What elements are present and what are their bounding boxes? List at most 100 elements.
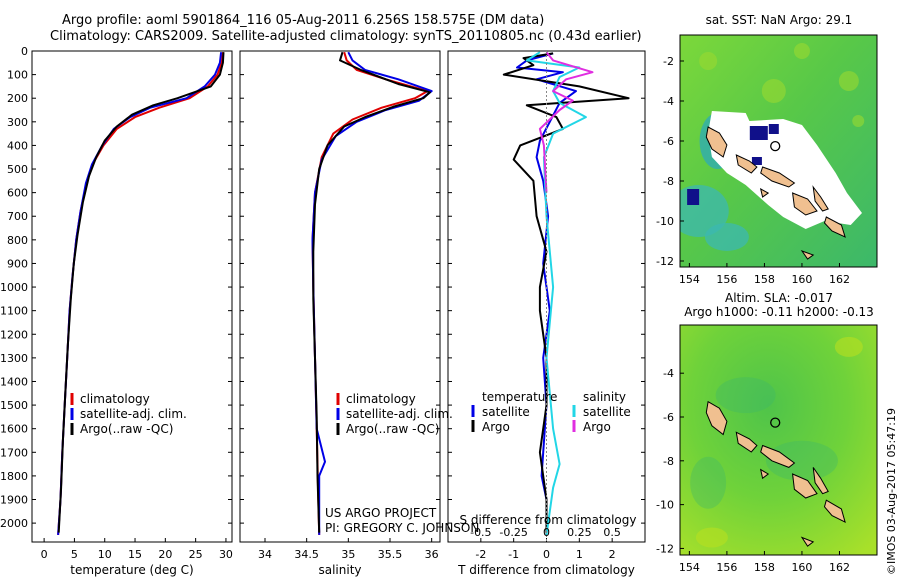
x-tick-label: 34.5 (294, 548, 319, 561)
sla-high-0 (834, 336, 863, 357)
x-tick-label: 25 (189, 548, 203, 561)
x-tick-label: 35.5 (378, 548, 403, 561)
y-tick-label: 800 (7, 234, 28, 247)
x-axis-label: T difference from climatology (457, 563, 635, 577)
copyright-note: ©IMOS 03-Aug-2017 05:47:19 (885, 408, 898, 575)
profile-panel-temperature: 0100200300400500600700800900100011001200… (0, 45, 233, 577)
x-tick-label: 0 (543, 548, 550, 561)
sst-map: sat. SST: NaN Argo: 29.1 154 156 158 160 162 -… (656, 13, 878, 286)
x-tick-label: 30 (219, 548, 233, 561)
y-tick-label: 1100 (0, 305, 28, 318)
x-axis-label: salinity (318, 563, 361, 577)
series-line-2 (525, 51, 587, 536)
x-tick-label: 34 (258, 548, 272, 561)
legend-label: satellite (583, 405, 631, 419)
map-x-tick-label: 158 (754, 561, 775, 574)
annotation-pi: PI: GREGORY C. JOHNSON (325, 521, 479, 535)
map-x-tick-label: 156 (716, 273, 737, 286)
sst-dark-patch-1 (768, 124, 779, 134)
map-y-tick-label: -10 (656, 215, 674, 228)
legend-label: satellite-adj. clim. (346, 407, 453, 421)
series-line-0 (311, 51, 429, 535)
panel-frame (31, 50, 233, 543)
x-axis-label: temperature (deg C) (70, 563, 193, 577)
x-tick-label: 15 (128, 548, 142, 561)
map-frame (679, 324, 878, 556)
island-3 (759, 188, 770, 198)
island-6 (823, 499, 846, 524)
legend-label: climatology (80, 392, 150, 406)
x-tick-label: 35 (341, 548, 355, 561)
x-tick-label: 1 (576, 548, 583, 561)
series-line-3 (538, 51, 594, 193)
island-7 (800, 536, 815, 547)
island-1 (735, 154, 758, 174)
x-tick-label: 2 (609, 548, 616, 561)
annotation-project: US ARGO PROJECT (325, 506, 437, 520)
island-0 (705, 400, 728, 436)
y-tick-label: 1200 (0, 328, 28, 341)
map-background (680, 325, 877, 555)
s-tick-label: 0.25 (567, 526, 592, 539)
map-y-tick-label: -4 (663, 367, 674, 380)
map-x-tick-label: 156 (716, 561, 737, 574)
x-axis-label-top: S difference from climatology (460, 513, 637, 527)
sst-cool-1 (704, 223, 749, 251)
y-tick-label: 1900 (0, 494, 28, 507)
legend-label: Argo(..raw -QC) (346, 422, 439, 436)
s-tick-label: -0.5 (470, 526, 491, 539)
map-y-tick-label: -6 (663, 411, 674, 424)
profile-panel-difference: -2 -1 0 1 2 T difference from climatology -0.5… (447, 50, 646, 577)
y-tick-label: 0 (21, 45, 28, 58)
y-tick-label: 1400 (0, 375, 28, 388)
series-line-0 (516, 52, 577, 535)
x-tick-label: 0 (41, 548, 48, 561)
map-x-tick-label: 158 (754, 273, 775, 286)
y-tick-label: 600 (7, 187, 28, 200)
island-4 (792, 473, 818, 499)
y-tick-label: 1800 (0, 470, 28, 483)
island-3 (759, 468, 770, 480)
map-x-tick-label: 154 (679, 273, 700, 286)
map-x-tick-label: 162 (829, 273, 850, 286)
figure-title-line2: Climatology: CARS2009. Satellite-adjuste… (50, 29, 642, 44)
sst-missing-data (708, 111, 862, 229)
series-line-1 (502, 52, 630, 535)
island-7 (800, 250, 815, 260)
sla-patch-1 (765, 440, 838, 481)
profile-location-marker (770, 140, 781, 152)
island-2 (760, 166, 796, 188)
map-field (680, 325, 877, 555)
s-tick-label: 0.5 (603, 526, 621, 539)
sla-high-1 (695, 527, 728, 548)
map-x-tick-label: 154 (679, 561, 700, 574)
legend-label: Argo(..raw -QC) (80, 422, 173, 436)
figure-title-line1: Argo profile: aoml 5901864_116 05-Aug-20… (62, 13, 545, 28)
y-tick-label: 500 (7, 163, 28, 176)
island-5 (812, 467, 829, 495)
x-tick-label: 20 (158, 548, 172, 561)
series-line-1 (57, 52, 223, 535)
y-tick-label: 1000 (0, 281, 28, 294)
y-tick-label: 1500 (0, 399, 28, 412)
y-tick-label: 1600 (0, 423, 28, 436)
sla-patch-2 (690, 456, 727, 509)
map-field (680, 35, 877, 267)
sst-map-title: sat. SST: NaN Argo: 29.1 (706, 13, 853, 27)
panel-frame (239, 50, 441, 543)
profile-location-marker (770, 417, 781, 428)
legend-label: Argo (482, 420, 510, 434)
sst-patch-1 (838, 71, 859, 91)
map-x-tick-label: 162 (829, 561, 850, 574)
legend-label: climatology (346, 392, 416, 406)
sst-patch-3 (793, 43, 810, 59)
map-x-tick-label: 160 (791, 561, 812, 574)
island-2 (760, 444, 796, 468)
legend-label: satellite (482, 405, 530, 419)
map-y-tick-label: -8 (663, 175, 674, 188)
sst-dark-patch-2 (687, 189, 700, 205)
map-y-tick-label: -12 (656, 255, 674, 268)
x-tick-label: 10 (98, 548, 112, 561)
